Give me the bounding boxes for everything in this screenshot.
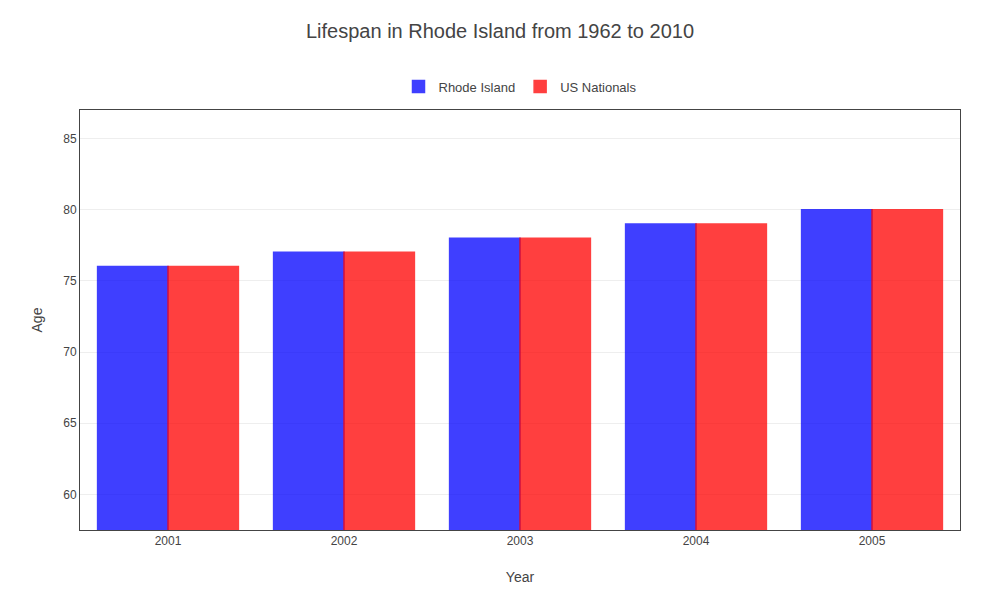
svg-text:75: 75 [63,274,77,288]
svg-text:Rhode Island: Rhode Island [439,80,516,95]
svg-text:2002: 2002 [331,534,358,548]
svg-text:60: 60 [63,488,77,502]
svg-text:Age: Age [29,307,45,332]
svg-text:2003: 2003 [507,534,534,548]
svg-text:2005: 2005 [859,534,886,548]
svg-text:85: 85 [63,132,77,146]
svg-text:Year: Year [506,569,535,585]
svg-text:2001: 2001 [155,534,182,548]
svg-text:2004: 2004 [683,534,710,548]
svg-text:US Nationals: US Nationals [560,80,636,95]
svg-text:70: 70 [63,345,77,359]
svg-text:65: 65 [63,416,77,430]
svg-text:Lifespan in Rhode Island from: Lifespan in Rhode Island from 1962 to 20… [306,20,694,42]
svg-text:80: 80 [63,203,77,217]
